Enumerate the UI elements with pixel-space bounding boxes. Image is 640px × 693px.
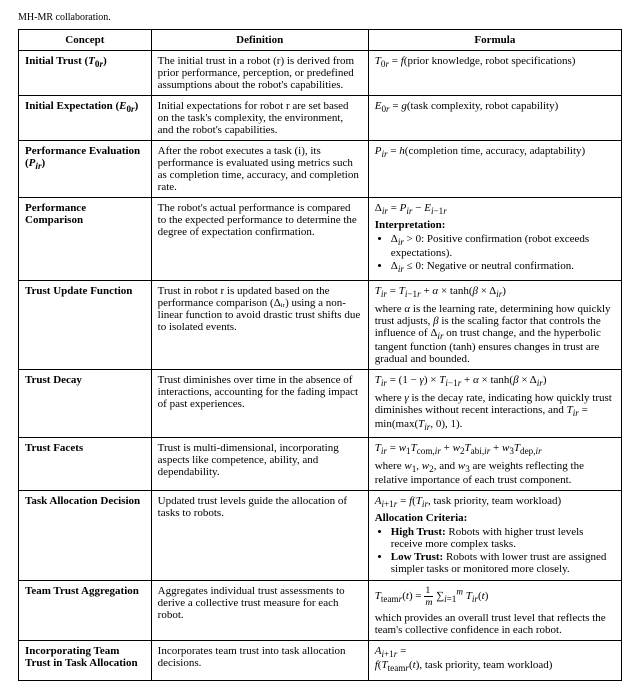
formula-cell: Pir = h(completion time, accuracy, adapt…: [368, 141, 621, 198]
formula-where: which provides an overall trust level th…: [375, 612, 615, 636]
concept-cell: Performance Evaluation (Pir): [19, 141, 152, 198]
definition-cell: Updated trust levels guide the allocatio…: [151, 490, 368, 580]
table-row: Performance Evaluation (Pir)After the ro…: [19, 141, 622, 198]
formula-cell: Tir = Ti−1r + α × tanh(β × Δir) where α i…: [368, 280, 621, 369]
header-formula: Formula: [368, 30, 621, 51]
interpretation-label: Allocation Criteria:: [375, 512, 615, 524]
table-row: Task Allocation DecisionUpdated trust le…: [19, 490, 622, 580]
table-row: Trust FacetsTrust is multi-dimensional, …: [19, 437, 622, 490]
formula-cell: E0r = g(task complexity, robot capabilit…: [368, 96, 621, 141]
concept-cell: Trust Facets: [19, 437, 152, 490]
definition-cell: Trust is multi-dimensional, incorporatin…: [151, 437, 368, 490]
table-row: Trust DecayTrust diminishes over time in…: [19, 369, 622, 437]
definition-cell: The robot's actual performance is compar…: [151, 198, 368, 281]
formula-line: E0r = g(task complexity, robot capabilit…: [375, 100, 615, 114]
formula-where: where w1, w2, and w3 are weights reflect…: [375, 460, 615, 486]
formula-cell: Tteamr(t) = 1m ∑i=1m Tir(t) which provide…: [368, 581, 621, 641]
caption-fragment: MH-MR collaboration.: [18, 12, 622, 23]
bullet-item: Δir > 0: Positive confirmation (robot ex…: [391, 233, 615, 259]
concept-cell: Team Trust Aggregation: [19, 581, 152, 641]
formula-line: Ai+1r =f(Tteamr(t), task priority, team …: [375, 645, 615, 673]
formula-where: where α is the learning rate, determinin…: [375, 303, 615, 365]
formula-cell: T0r = f(prior knowledge, robot specifica…: [368, 51, 621, 96]
bullet-item: Low Trust: Robots with lower trust are a…: [391, 551, 615, 575]
concept-cell: Trust Decay: [19, 369, 152, 437]
formula-cell: Tir = (1 − γ) × Ti−1r + α × tanh(β × Δir…: [368, 369, 621, 437]
table-row: Performance ComparisonThe robot's actual…: [19, 198, 622, 281]
table-row: Incorporating Team Trust in Task Allocat…: [19, 641, 622, 681]
table-row: Trust Update FunctionTrust in robot r is…: [19, 280, 622, 369]
table-row: Initial Trust (T0r)The initial trust in …: [19, 51, 622, 96]
concept-cell: Initial Expectation (E0r): [19, 96, 152, 141]
concept-cell: Trust Update Function: [19, 280, 152, 369]
header-definition: Definition: [151, 30, 368, 51]
definition-cell: The initial trust in a robot (r) is deri…: [151, 51, 368, 96]
concept-cell: Incorporating Team Trust in Task Allocat…: [19, 641, 152, 681]
definition-cell: After the robot executes a task (i), its…: [151, 141, 368, 198]
formula-cell: Ai+1r = f(Tir, task priority, team workl…: [368, 490, 621, 580]
concept-cell: Task Allocation Decision: [19, 490, 152, 580]
bullet-list: High Trust: Robots with higher trust lev…: [375, 526, 615, 575]
formula-cell: Ai+1r =f(Tteamr(t), task priority, team …: [368, 641, 621, 681]
formula-line: Δir = Pir − Ei−1r: [375, 202, 615, 216]
formula-cell: Δir = Pir − Ei−1r Interpretation: Δir > 0:…: [368, 198, 621, 281]
formula-line: Tteamr(t) = 1m ∑i=1m Tir(t): [375, 585, 615, 608]
bullet-list: Δir > 0: Positive confirmation (robot ex…: [375, 233, 615, 274]
bullet-item: High Trust: Robots with higher trust lev…: [391, 526, 615, 550]
concept-cell: Performance Comparison: [19, 198, 152, 281]
header-concept: Concept: [19, 30, 152, 51]
formula-line: Tir = w1Tcom,ir + w2Tabi,ir + w3Tdep,ir: [375, 442, 615, 456]
formula-line: T0r = f(prior knowledge, robot specifica…: [375, 55, 615, 69]
definition-cell: Trust in robot r is updated based on the…: [151, 280, 368, 369]
bullet-item: Δir ≤ 0: Negative or neutral confirmatio…: [391, 260, 615, 274]
concept-cell: Initial Trust (T0r): [19, 51, 152, 96]
formula-cell: Tir = w1Tcom,ir + w2Tabi,ir + w3Tdep,ir w…: [368, 437, 621, 490]
trust-concepts-table: Concept Definition Formula Initial Trust…: [18, 29, 622, 681]
table-header-row: Concept Definition Formula: [19, 30, 622, 51]
definition-cell: Incorporates team trust into task alloca…: [151, 641, 368, 681]
table-row: Initial Expectation (E0r)Initial expecta…: [19, 96, 622, 141]
definition-cell: Initial expectations for robot r are set…: [151, 96, 368, 141]
formula-where: where γ is the decay rate, indicating ho…: [375, 392, 615, 432]
table-row: Team Trust AggregationAggregates individ…: [19, 581, 622, 641]
definition-cell: Trust diminishes over time in the absenc…: [151, 369, 368, 437]
formula-line: Ai+1r = f(Tir, task priority, team workl…: [375, 495, 615, 509]
definition-cell: Aggregates individual trust assessments …: [151, 581, 368, 641]
formula-line: Tir = Ti−1r + α × tanh(β × Δir): [375, 285, 615, 299]
interpretation-label: Interpretation:: [375, 219, 615, 231]
formula-line: Pir = h(completion time, accuracy, adapt…: [375, 145, 615, 159]
formula-line: Tir = (1 − γ) × Ti−1r + α × tanh(β × Δir…: [375, 374, 615, 388]
